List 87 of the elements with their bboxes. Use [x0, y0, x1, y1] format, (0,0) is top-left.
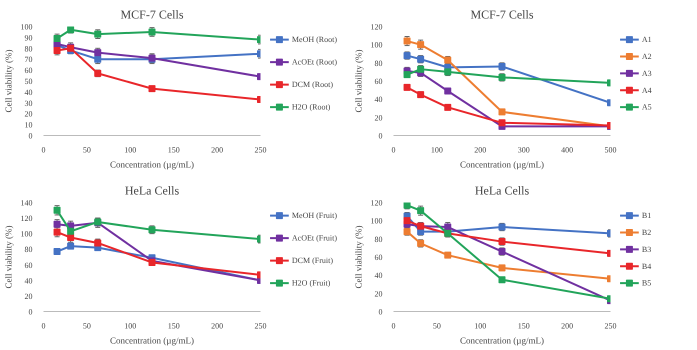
- x-tick-label: 0: [42, 322, 46, 330]
- legend-label: MeOH (Fruit): [292, 211, 338, 220]
- legend-label: H2O (Fruit): [292, 278, 331, 288]
- legend-label: AcOEt (Root): [292, 58, 338, 67]
- y-tick-label: 60: [24, 260, 32, 270]
- legend-label: H2O (Root): [292, 102, 331, 112]
- y-tick-label: 100: [370, 216, 382, 226]
- chart-title: HeLa Cells: [474, 184, 530, 198]
- legend-label: DCM (Fruit): [292, 256, 334, 266]
- y-tick-label: 50: [24, 77, 32, 86]
- y-tick-label: 80: [24, 44, 32, 54]
- y-tick-label: 100: [370, 40, 382, 50]
- x-tick-label: 150: [168, 322, 180, 330]
- legend-label: B1: [642, 211, 652, 220]
- y-tick-label: 30: [24, 98, 32, 108]
- legend-label: B3: [642, 244, 652, 254]
- y-tick-label: 20: [374, 113, 382, 122]
- y-tick-label: 90: [24, 33, 32, 42]
- y-axis-title: Cell viability (%): [4, 225, 14, 288]
- x-tick-label: 100: [124, 146, 136, 154]
- chart-title: MCF-7 Cells: [120, 8, 184, 22]
- x-tick-label: 250: [254, 146, 266, 154]
- y-tick-label: 10: [24, 120, 32, 130]
- x-tick-label: 100: [430, 146, 443, 154]
- y-tick-label: 0: [378, 132, 382, 140]
- x-axis-title: Concentration (µg/mL): [460, 160, 544, 170]
- y-tick-label: 80: [24, 245, 32, 254]
- x-tick-label: 0: [42, 146, 46, 154]
- x-axis-title: Concentration (µg/mL): [110, 336, 194, 346]
- x-tick-label: 50: [82, 146, 91, 154]
- legend-label: A2: [642, 52, 652, 61]
- x-tick-label: 300: [518, 146, 530, 154]
- x-tick-label: 250: [604, 322, 616, 330]
- y-tick-label: 80: [374, 234, 382, 244]
- x-axis-title: Concentration (µg/mL): [460, 336, 544, 346]
- y-tick-label: 40: [24, 88, 32, 97]
- y-tick-label: 60: [24, 66, 32, 76]
- x-tick-label: 250: [254, 322, 266, 330]
- x-tick-label: 50: [82, 322, 91, 330]
- y-tick-label: 60: [374, 253, 382, 262]
- x-tick-label: 50: [432, 322, 441, 330]
- x-tick-label: 100: [124, 322, 136, 330]
- y-axis-title: Cell viability (%): [4, 49, 14, 112]
- y-tick-label: 20: [24, 110, 32, 119]
- y-tick-label: 120: [370, 198, 382, 208]
- y-tick-label: 100: [20, 230, 32, 239]
- y-tick-label: 0: [28, 308, 32, 316]
- chart-title: MCF-7 Cells: [470, 8, 534, 22]
- y-tick-label: 0: [378, 308, 382, 316]
- legend-label: B4: [642, 262, 652, 271]
- y-tick-label: 120: [20, 214, 32, 224]
- chart-title: HeLa Cells: [124, 184, 180, 198]
- y-axis-title: Cell viability (%): [354, 49, 364, 112]
- legend-label: A5: [642, 102, 652, 112]
- x-tick-label: 200: [211, 146, 224, 154]
- y-tick-label: 60: [374, 77, 382, 86]
- x-tick-label: 100: [474, 322, 486, 330]
- x-tick-label: 0: [392, 146, 396, 154]
- legend-label: AcOEt (Fruit): [292, 234, 338, 243]
- legend-label: B5: [642, 278, 652, 288]
- x-tick-label: 0: [392, 322, 396, 330]
- legend-label: B2: [642, 228, 652, 237]
- legend-label: A3: [642, 68, 652, 78]
- x-tick-label: 400: [561, 146, 574, 154]
- y-tick-label: 0: [28, 132, 32, 140]
- x-axis-title: Concentration (µg/mL): [110, 160, 194, 170]
- y-axis-title: Cell viability (%): [354, 225, 364, 288]
- y-tick-label: 40: [374, 271, 382, 280]
- legend-label: A1: [642, 35, 652, 44]
- x-tick-label: 200: [474, 146, 486, 154]
- y-tick-label: 70: [24, 55, 32, 64]
- x-tick-label: 150: [518, 322, 530, 330]
- y-tick-label: 20: [24, 292, 32, 301]
- x-tick-label: 200: [211, 322, 224, 330]
- x-tick-label: 150: [168, 146, 180, 154]
- y-tick-label: 120: [370, 22, 382, 32]
- x-tick-label: 500: [604, 146, 616, 154]
- legend-label: DCM (Root): [292, 80, 334, 90]
- y-tick-label: 40: [24, 276, 32, 286]
- y-tick-label: 80: [374, 58, 382, 68]
- y-tick-label: 20: [374, 289, 382, 298]
- y-tick-label: 40: [374, 95, 382, 104]
- legend-label: MeOH (Root): [292, 35, 338, 44]
- y-tick-label: 100: [20, 22, 32, 32]
- legend-label: A4: [642, 86, 652, 95]
- x-tick-label: 200: [561, 322, 574, 330]
- y-tick-label: 140: [20, 198, 32, 208]
